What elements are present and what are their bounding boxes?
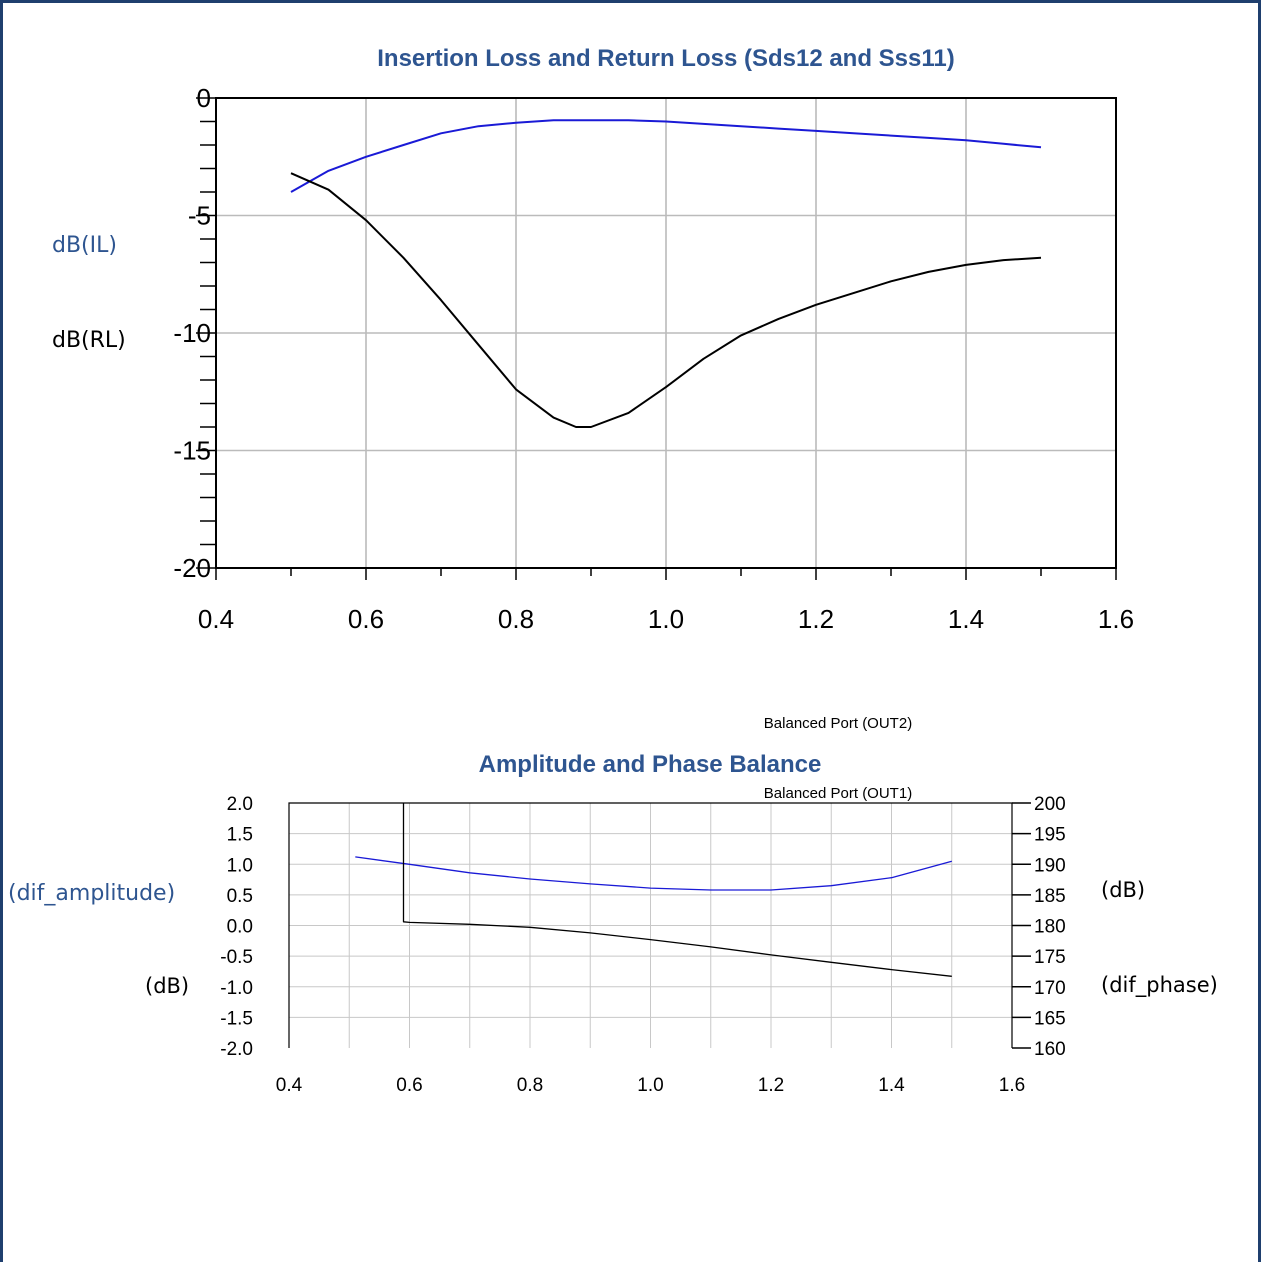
chart1-y-tick-label: -10 <box>173 318 211 348</box>
chart2-x-tick-labels: 0.4 0.6 0.8 1.0 1.2 1.4 1.6 <box>276 1075 1025 1096</box>
chart2-right-tick-label: 180 <box>1034 917 1066 938</box>
chart1-x-tick-label: 1.6 <box>1098 604 1134 634</box>
chart1-x-tick-label: 1.2 <box>798 604 834 634</box>
chart1-y-tick-label: -5 <box>188 201 211 231</box>
chart1-x-tick-label: 0.8 <box>498 604 534 634</box>
chart2-left-tick-label: -2.0 <box>220 1039 253 1060</box>
chart2-grid <box>289 803 1012 1048</box>
chart2-ylabel-dif-phase: (dif_phase) <box>1101 973 1218 998</box>
chart1-series-line-black <box>290 172 1042 428</box>
chart2-series-line-blue <box>355 856 952 891</box>
chart2-left-tick-label: 2.0 <box>227 794 253 815</box>
chart2-left-tick-label: -1.5 <box>220 1008 253 1029</box>
chart1-x-tick-label: 0.4 <box>198 604 234 634</box>
chart2-series-line-black <box>402 803 952 977</box>
chart1-grid <box>216 98 1116 568</box>
chart1-x-tick-labels: 0.4 0.6 0.8 1.0 1.2 1.4 1.6 <box>198 604 1134 634</box>
chart2-x-tick-label: 0.6 <box>396 1075 422 1096</box>
chart2-ylabel-db-right: (dB) <box>1101 878 1145 902</box>
chart1-x-tick-label: 0.6 <box>348 604 384 634</box>
chart2-left-tick-label: -0.5 <box>220 947 253 968</box>
chart1-ticks <box>196 97 1117 580</box>
chart2-title: Amplitude and Phase Balance <box>479 751 822 778</box>
chart1-x-tick-label: 1.0 <box>648 604 684 634</box>
chart2-x-tick-label: 0.4 <box>276 1075 303 1096</box>
chart2-left-tick-label: 1.5 <box>227 825 253 846</box>
chart2-ticks <box>1012 802 1031 1049</box>
chart1-ylabel-rl: dB(RL) <box>52 328 126 353</box>
chart2-left-tick-label: 0.5 <box>227 886 253 907</box>
chart2-right-tick-label: 175 <box>1034 947 1066 968</box>
chart2-right-tick-label: 170 <box>1034 978 1066 999</box>
chart1-x-tick-label: 1.4 <box>948 604 984 634</box>
chart2-right-tick-label: 165 <box>1034 1008 1066 1029</box>
chart1-title: Insertion Loss and Return Loss (Sds12 an… <box>377 45 955 72</box>
chart-amplitude-phase-balance: Balanced Port (OUT2) Amplitude and Phase… <box>8 715 1218 1096</box>
chart1-series-line-blue <box>290 119 1042 193</box>
chart1-y-tick-labels: 0 -5 -10 -15 -20 <box>173 83 211 583</box>
chart2-left-tick-label: 0.0 <box>227 917 253 938</box>
chart2-left-tick-label: -1.0 <box>220 978 253 999</box>
chart2-right-tick-label: 185 <box>1034 886 1066 907</box>
chart2-right-tick-label: 190 <box>1034 855 1066 876</box>
chart2-x-tick-label: 1.4 <box>878 1075 905 1096</box>
annotation-balanced-out2: Balanced Port (OUT2) <box>764 715 912 732</box>
chart2-x-tick-label: 1.6 <box>999 1075 1025 1096</box>
chart2-left-tick-labels: 2.0 1.5 1.0 0.5 0.0 -0.5 -1.0 -1.5 -2.0 <box>220 794 253 1060</box>
chart2-left-tick-label: 1.0 <box>227 855 253 876</box>
chart2-right-tick-label: 200 <box>1034 794 1066 815</box>
chart2-right-tick-labels: 200 195 190 185 180 175 170 165 160 <box>1034 794 1066 1060</box>
chart1-y-tick-label: -20 <box>173 553 211 583</box>
chart-insertion-return-loss: Insertion Loss and Return Loss (Sds12 an… <box>52 45 1134 634</box>
chart2-right-tick-label: 160 <box>1034 1039 1066 1060</box>
chart2-series <box>355 803 952 977</box>
chart1-y-tick-label: -15 <box>173 436 211 466</box>
annotation-balanced-out1: Balanced Port (OUT1) <box>764 785 912 802</box>
chart1-y-tick-label: 0 <box>197 83 211 113</box>
chart2-x-tick-label: 0.8 <box>517 1075 543 1096</box>
chart1-ylabel-il: dB(IL) <box>52 233 117 258</box>
chart1-series <box>290 119 1042 428</box>
chart2-ylabel-dif-amplitude: (dif_amplitude) <box>8 881 175 906</box>
chart2-x-tick-label: 1.2 <box>758 1075 784 1096</box>
chart2-x-tick-label: 1.0 <box>637 1075 663 1096</box>
chart2-ylabel-db-left: (dB) <box>145 974 189 998</box>
chart2-right-tick-label: 195 <box>1034 825 1066 846</box>
